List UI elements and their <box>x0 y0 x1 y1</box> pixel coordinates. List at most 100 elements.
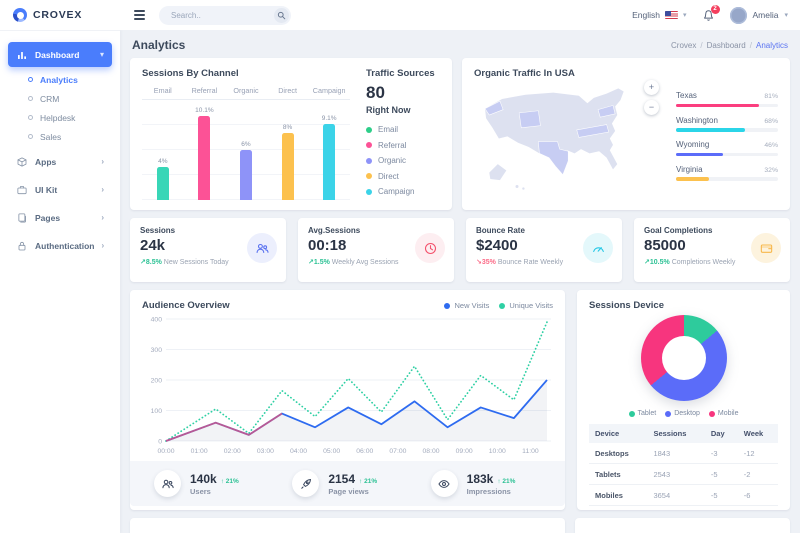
map-zoom-controls: + − <box>644 80 659 115</box>
mini-stat-delta: ↑ 21% <box>359 477 378 485</box>
sidebar-subitem-analytics[interactable]: Analytics <box>0 70 120 89</box>
sidebar-subitem-label: Analytics <box>40 74 78 85</box>
legend-item-unique-visits[interactable]: Unique Visits <box>499 301 553 310</box>
legend-item-direct: Direct <box>366 169 440 185</box>
donut-legend: Tablet Desktop Mobile <box>589 410 778 417</box>
state-name: Wyoming <box>676 140 710 149</box>
bar-email[interactable]: 4% <box>142 158 184 200</box>
legend-item-new-visits[interactable]: New Visits <box>444 301 489 310</box>
legend-item-tablet[interactable]: Tablet <box>628 410 656 417</box>
sidebar-item-label: Pages <box>35 212 61 223</box>
stat-delta: ↘35% <box>476 259 496 266</box>
arrow-up-icon: ↑ <box>497 477 501 485</box>
bar-value-label: 10.1% <box>195 107 214 114</box>
stat-note: Completions Weekly <box>671 259 736 266</box>
search-input[interactable] <box>169 9 274 21</box>
search-bar[interactable] <box>159 5 291 25</box>
column-header-sessions: Sessions <box>647 424 705 443</box>
stat-title: Goal Completions <box>644 226 713 235</box>
bounce-rate-stat-card: Bounce Rate $2400 ↘35% Bounce Rate Weekl… <box>466 218 622 282</box>
sidebar-item-ui-kit[interactable]: UI Kit › <box>8 177 112 202</box>
usa-map[interactable] <box>474 83 656 195</box>
legend-dot-icon <box>444 302 451 309</box>
progress-track <box>676 103 778 107</box>
organic-traffic-usa-card: Organic Traffic In USA <box>462 58 790 210</box>
eye-icon <box>430 470 458 497</box>
breadcrumb-analytics: Analytics <box>755 40 788 50</box>
clock-icon <box>415 233 445 263</box>
sessions-device-donut-chart <box>640 315 727 401</box>
sidebar-item-dashboard[interactable]: Dashboard ▾ <box>8 42 112 67</box>
table-cell: 1843 <box>647 443 705 464</box>
traffic-sources-legend: Email Referral Organic Direct Campaign <box>366 122 440 200</box>
svg-text:03:00: 03:00 <box>257 448 274 455</box>
column-header-week: Week <box>737 424 778 443</box>
goal-completions-stat-card: Goal Completions 85000 ↗10.5% Completion… <box>634 218 790 282</box>
search-icon[interactable] <box>274 7 289 23</box>
navbar-right: English ▾ 2 Amelia ▾ <box>632 4 788 24</box>
stat-value: 85000 <box>644 237 686 254</box>
bar-category-label: Campaign <box>312 86 346 95</box>
progress-track <box>676 128 778 132</box>
breadcrumb-crovex[interactable]: Crovex <box>671 40 697 50</box>
table-cell: -6 <box>737 484 778 506</box>
page-header: Analytics Crovex / Dashboard / Analytics <box>120 30 800 58</box>
notifications-button[interactable]: 2 <box>702 4 720 22</box>
svg-text:00:00: 00:00 <box>157 448 174 455</box>
table-cell: -5 <box>704 463 738 485</box>
column-header-device: Device <box>589 424 648 443</box>
map-zoom-out-button[interactable]: − <box>644 100 659 115</box>
bar-referral[interactable]: 10.1% <box>184 107 226 200</box>
chevron-down-icon: ▾ <box>99 50 104 59</box>
bar-campaign[interactable]: 9.1% <box>308 115 350 200</box>
sidebar-subitem-sales[interactable]: Sales <box>0 127 120 146</box>
brand-logo[interactable]: CROVEX <box>0 0 120 30</box>
sidebar-subitem-crm[interactable]: CRM <box>0 89 120 108</box>
legend-dot-icon <box>366 157 372 164</box>
stat-value: $2400 <box>476 237 518 254</box>
legend-item-desktop[interactable]: Desktop <box>665 410 700 417</box>
state-percentage: 46% <box>764 142 778 149</box>
language-selector[interactable]: English ▾ <box>632 10 686 20</box>
top-navbar: CROVEX English ▾ 2 Amelia ▾ <box>0 0 800 30</box>
table-cell: -12 <box>737 443 778 464</box>
menu-toggle-button[interactable] <box>132 8 147 21</box>
highlighted-states[interactable] <box>484 100 616 176</box>
stat-delta: ↗8.5% <box>140 259 162 266</box>
sidebar-item-pages[interactable]: Pages › <box>8 205 112 230</box>
audience-mini-stats: 140k ↑ 21% Users 2154 ↑ 21% Page views 183k ↑… <box>130 461 565 506</box>
sidebar-item-apps[interactable]: Apps › <box>8 149 112 174</box>
trend-arrow-icon: ↘ <box>476 259 482 266</box>
users-icon <box>247 233 277 263</box>
sidebar-item-authentication[interactable]: Authentication › <box>8 233 112 258</box>
trend-arrow-icon: ↗ <box>644 259 650 266</box>
legend-dot-icon <box>499 302 506 309</box>
bar <box>281 133 294 200</box>
bar-organic[interactable]: 6% <box>225 141 267 200</box>
partial-card <box>575 518 790 533</box>
bar-chart-category-labels: Email Referral Organic Direct Campaign <box>142 79 350 100</box>
breadcrumb-dashboard[interactable]: Dashboard <box>706 40 746 50</box>
svg-text:10:00: 10:00 <box>489 448 506 455</box>
trend-arrow-icon: ↗ <box>140 259 146 266</box>
state-bar-wyoming: Wyoming 46% <box>676 140 778 156</box>
map-zoom-in-button[interactable]: + <box>644 80 659 95</box>
legend-item-mobile[interactable]: Mobile <box>708 410 739 417</box>
table-cell: Desktops <box>589 443 648 464</box>
svg-text:06:00: 06:00 <box>356 448 373 455</box>
sidebar-subitem-helpdesk[interactable]: Helpdesk <box>0 108 120 127</box>
bar-direct[interactable]: 8% <box>267 124 309 200</box>
state-name: Virginia <box>676 164 703 174</box>
main-content: Analytics Crovex / Dashboard / Analytics Ses… <box>120 30 800 533</box>
impressions-mini-stat: 183k ↑ 21% Impressions <box>417 470 555 497</box>
card-title: Audience Overview <box>142 300 230 311</box>
state-name: Texas <box>676 91 697 100</box>
user-menu[interactable]: Amelia ▾ <box>729 6 788 24</box>
mini-stat-value: 2154 <box>328 471 356 486</box>
mini-stat-value: 140k <box>190 471 217 486</box>
legend-label: Direct <box>378 171 399 181</box>
traffic-sources-panel: Traffic Sources 80 Right Now Email Referr… <box>350 68 440 200</box>
stat-title: Bounce Rate <box>476 226 525 235</box>
page-views-mini-stat: 2154 ↑ 21% Page views <box>278 470 416 497</box>
